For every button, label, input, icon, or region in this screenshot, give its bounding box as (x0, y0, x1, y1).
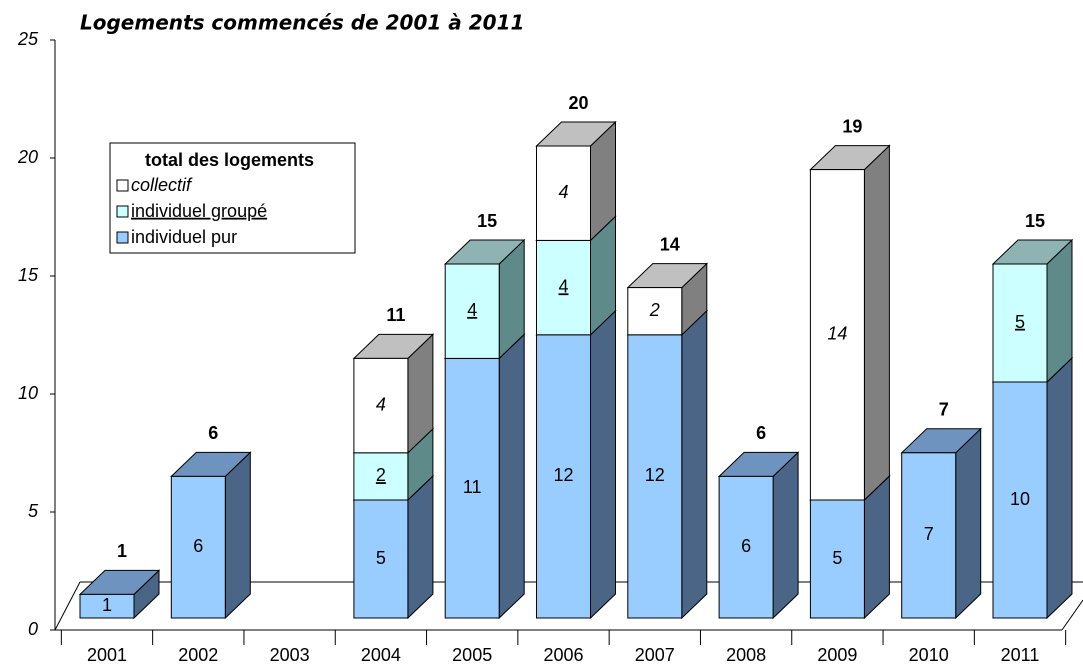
data-label: 11 (463, 477, 482, 497)
y-tick-label: 15 (18, 265, 39, 285)
bar-side (863, 144, 890, 502)
bar-side (498, 333, 525, 620)
bar-side (590, 309, 616, 620)
legend-title: total des logements (145, 150, 314, 170)
data-label: 12 (645, 465, 665, 485)
data-label: 1 (102, 595, 112, 615)
total-label: 6 (756, 423, 766, 443)
legend-swatch (116, 205, 129, 218)
bar-side (772, 451, 799, 620)
x-tick-label: 2011 (1001, 645, 1040, 665)
total-label: 19 (842, 116, 862, 136)
bar (992, 263, 1048, 383)
data-label: 4 (558, 182, 568, 202)
bar (444, 263, 500, 359)
bar (992, 381, 1048, 619)
x-tick-label: 2005 (452, 645, 492, 665)
bar-side (681, 309, 708, 620)
bar (718, 475, 774, 619)
total-label: 14 (660, 234, 680, 254)
legend-label: individuel pur (131, 227, 237, 247)
legend-label: collectif (131, 175, 193, 195)
data-label: 10 (1010, 489, 1030, 509)
bar (536, 145, 591, 241)
total-label: 15 (477, 211, 497, 231)
data-label: 5 (1015, 312, 1025, 332)
total-label: 6 (208, 423, 218, 443)
bar (536, 334, 591, 619)
data-label: 14 (827, 324, 847, 344)
x-tick-label: 2010 (909, 645, 949, 665)
total-label: 7 (939, 400, 949, 420)
data-label: 2 (649, 300, 660, 320)
data-label: 4 (376, 394, 386, 414)
y-tick-label: 25 (17, 29, 39, 49)
x-tick-label: 2002 (178, 645, 218, 665)
bar (627, 287, 683, 336)
data-label: 4 (558, 276, 568, 296)
data-label: 2 (376, 465, 386, 485)
data-label: 4 (467, 300, 477, 320)
y-tick-label: 5 (28, 501, 39, 521)
bar-side (863, 474, 890, 620)
bar (170, 475, 226, 619)
data-label: 12 (553, 465, 573, 485)
bar (353, 499, 409, 619)
legend-box (109, 142, 356, 254)
bar-side (1046, 238, 1073, 384)
bar-side (1046, 356, 1073, 620)
y-tick-label: 0 (28, 619, 38, 639)
bar-side (407, 474, 434, 620)
data-label: 6 (193, 536, 203, 556)
bar (901, 452, 957, 619)
bar (353, 357, 409, 454)
chart-title: Logements commencés de 2001 à 2011 (80, 11, 524, 35)
bar-side (955, 427, 982, 620)
x-tick-label: 2008 (726, 645, 766, 665)
x-tick-label: 2001 (87, 645, 127, 665)
x-tick-label: 2003 (270, 645, 310, 665)
bar (809, 499, 865, 619)
bar-side (224, 451, 251, 620)
y-tick-label: 10 (18, 383, 38, 403)
data-label: 5 (832, 548, 842, 568)
y-tick-label: 20 (17, 147, 38, 167)
legend-swatch (116, 179, 129, 192)
total-label: 20 (568, 93, 588, 113)
bar (79, 593, 135, 619)
x-tick-label: 2004 (361, 645, 401, 665)
legend-label: individuel groupé (131, 201, 267, 221)
legend-swatch (116, 231, 129, 244)
bar (809, 169, 865, 501)
total-label: 11 (386, 305, 405, 325)
data-label: 5 (376, 548, 386, 568)
bar (536, 239, 591, 336)
x-tick-label: 2007 (635, 645, 675, 665)
floor-edge (54, 581, 81, 631)
data-label: 6 (741, 536, 751, 556)
bar (353, 452, 409, 501)
total-label: 15 (1025, 211, 1045, 231)
bar (444, 357, 500, 619)
x-tick-label: 2006 (543, 645, 583, 665)
total-label: 1 (117, 541, 127, 561)
data-label: 7 (924, 524, 934, 544)
bar (627, 334, 683, 619)
floor-edge (1061, 599, 1083, 631)
x-tick-label: 2009 (817, 645, 857, 665)
